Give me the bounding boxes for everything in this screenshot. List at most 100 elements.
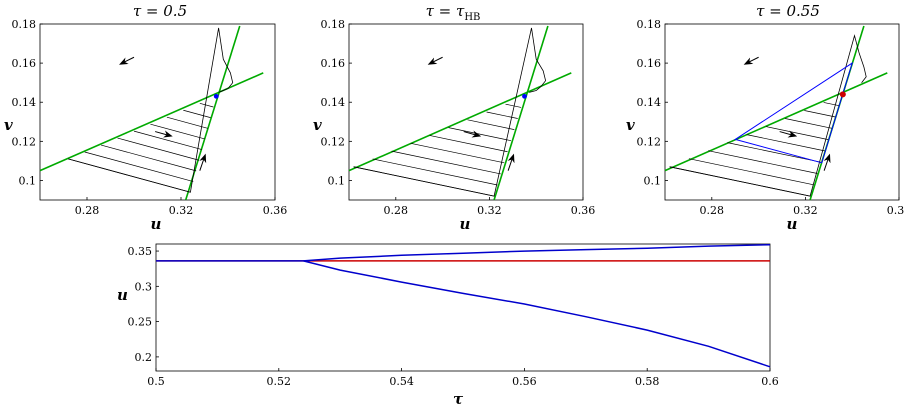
orbit-segment [372,158,498,186]
y-tick-label: 0.25 [128,316,153,329]
nullcline-v [493,25,549,201]
direction-arrow [199,153,207,171]
direction-arrow [119,56,135,65]
orbit-segment [823,102,840,107]
x-tick-label: 0.28 [384,204,409,217]
y-axis-label: v [313,116,322,134]
plot-content [39,25,264,201]
equilibrium-point [839,91,846,98]
y-tick-label: 0.14 [12,96,37,109]
panel-title: τ = τHB [426,2,481,23]
plot-frame [664,23,900,201]
equilibrium-point [522,93,527,99]
orbit-segment [166,116,208,129]
x-axis-label: τ [453,390,464,408]
y-tick-label: 0.18 [637,18,662,31]
y-axis-label: v [4,116,13,134]
panel-title: τ = 0.55 [756,2,820,20]
orbit-segment [765,126,829,140]
y-tick-label: 0.16 [321,57,346,70]
plot-content [156,243,771,368]
tick-labels: 0.28 0.32 0.36 0.1 0.12 0.14 0.16 0.18 [321,18,596,217]
orbit-segment [101,144,197,172]
cycle-min-branch [156,260,771,368]
y-tick-label: 0.3 [135,280,153,293]
orbit-segment [486,111,518,119]
direction-arrow [823,153,831,171]
orbit-segment [505,103,522,108]
bifurcation-panel: 0.5 0.52 0.54 0.56 0.58 0.6 0.2 0.25 0.3 0.35 τ u [117,243,779,408]
x-tick-label: 0.32 [477,204,502,217]
orbit-segment [727,142,822,163]
plot-frame [39,23,276,201]
plot-content [664,25,888,201]
direction-arrow [155,130,173,138]
orbit-segment [391,150,501,175]
y-tick-label: 0.16 [12,57,37,70]
orbit-segment [669,166,811,197]
plot-content [348,25,572,201]
y-tick-label: 0.16 [637,57,662,70]
nullcline-v [184,25,241,201]
direction-arrow [507,153,515,171]
x-tick-label: 0.36 [887,204,905,217]
orbit-segment [68,158,191,193]
nullcline-u [39,72,264,172]
y-tick-label: 0.1 [19,174,37,187]
x-tick-label: 0.54 [389,375,414,388]
y-tick-label: 0.12 [12,135,37,148]
x-tick-label: 0.6 [761,375,779,388]
orbit-segment [688,158,814,186]
phase-panel-tau-0.55: τ = 0.55 0.28 0.32 0.36 0.1 0.12 0.14 0.16 0.18… [626,2,905,233]
orbit-segment [199,102,214,108]
orbit-segment [410,142,505,164]
plot-frame [155,243,771,372]
orbit-segment [353,166,495,197]
x-tick-label: 0.58 [635,375,660,388]
equilibrium-point [213,93,219,99]
orbit-segment [467,119,515,130]
orbit-segment [84,151,194,182]
x-tick-label: 0.36 [571,204,596,217]
x-axis-label: u [787,215,798,233]
y-tick-label: 0.1 [328,174,346,187]
limit-cycle [733,61,854,164]
direction-arrow [779,130,798,138]
y-tick-label: 0.35 [128,245,153,258]
title-subscript: HB [464,12,480,23]
y-tick-label: 0.2 [135,351,153,364]
orbit-segment [133,130,202,150]
y-tick-label: 0.14 [637,96,662,109]
y-tick-label: 0.12 [637,135,662,148]
x-tick-label: 0.28 [700,204,725,217]
direction-arrow [427,56,443,65]
nullcline-u [348,72,572,172]
y-tick-label: 0.18 [321,18,346,31]
x-tick-label: 0.52 [267,375,292,388]
orbit-segment [117,137,200,161]
orbit-segment [785,118,832,129]
plot-frame [348,23,584,201]
title-main: τ = τ [426,2,465,20]
orbit-segment [150,123,205,140]
x-tick-label: 0.56 [512,375,537,388]
x-tick-label: 0.32 [793,204,818,217]
panel-title: τ = 0.5 [133,2,187,20]
orbit-segment [708,150,818,174]
x-tick-label: 0.28 [75,204,100,217]
orbit-path [669,34,867,197]
orbit-path [68,27,234,193]
orbit-segment [183,109,211,118]
orbit-path [353,27,547,197]
orbit-segment [429,135,508,153]
orbit-segment [804,110,836,118]
y-axis-label: u [117,286,128,304]
orbit-segment [448,127,512,142]
phase-panel-tau-0.5: τ = 0.5 0.28 0.32 0.360.10.120.140.160.18 … [4,2,287,233]
tick-labels: 0.28 0.32 0.36 0.1 0.12 0.14 0.16 0.18 [637,18,905,217]
y-tick-label: 0.14 [321,96,346,109]
x-tick-label: 0.5 [147,375,165,388]
direction-arrow [463,130,482,138]
nullcline-u [664,72,888,172]
